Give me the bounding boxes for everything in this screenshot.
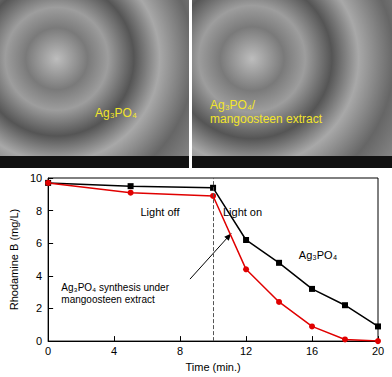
- svg-text:mangoosteen extract: mangoosteen extract: [61, 294, 155, 305]
- svg-text:Ag₃PO₄ synthesis under: Ag₃PO₄ synthesis under: [61, 282, 169, 293]
- svg-text:Light off: Light off: [140, 206, 180, 218]
- svg-text:Light on: Light on: [223, 206, 263, 219]
- svg-text:20: 20: [372, 345, 384, 357]
- html-text:Ag₃PO₄/ mangoosteen extract: Ag₃PO₄/ mangoosteen extract: [210, 98, 323, 126]
- svg-text:2: 2: [36, 302, 42, 314]
- svg-text:8: 8: [177, 345, 183, 357]
- svg-text:0: 0: [36, 335, 42, 347]
- svg-text:8: 8: [36, 205, 42, 217]
- svg-text:Rhodamine B (mg/L): Rhodamine B (mg/L): [8, 209, 20, 310]
- svg-text:10: 10: [30, 172, 42, 184]
- svg-text:12: 12: [240, 345, 252, 357]
- svg-text:Time (min.): Time (min.): [185, 361, 240, 373]
- svg-text:0: 0: [45, 345, 51, 357]
- svg-text:16: 16: [306, 345, 318, 357]
- svg-text:Ag₃PO₄: Ag₃PO₄: [299, 249, 338, 261]
- html-text:Ag₃PO₄: Ag₃PO₄: [95, 106, 137, 120]
- svg-text:4: 4: [36, 270, 42, 282]
- svg-text:4: 4: [111, 345, 117, 357]
- svg-text:6: 6: [36, 237, 42, 249]
